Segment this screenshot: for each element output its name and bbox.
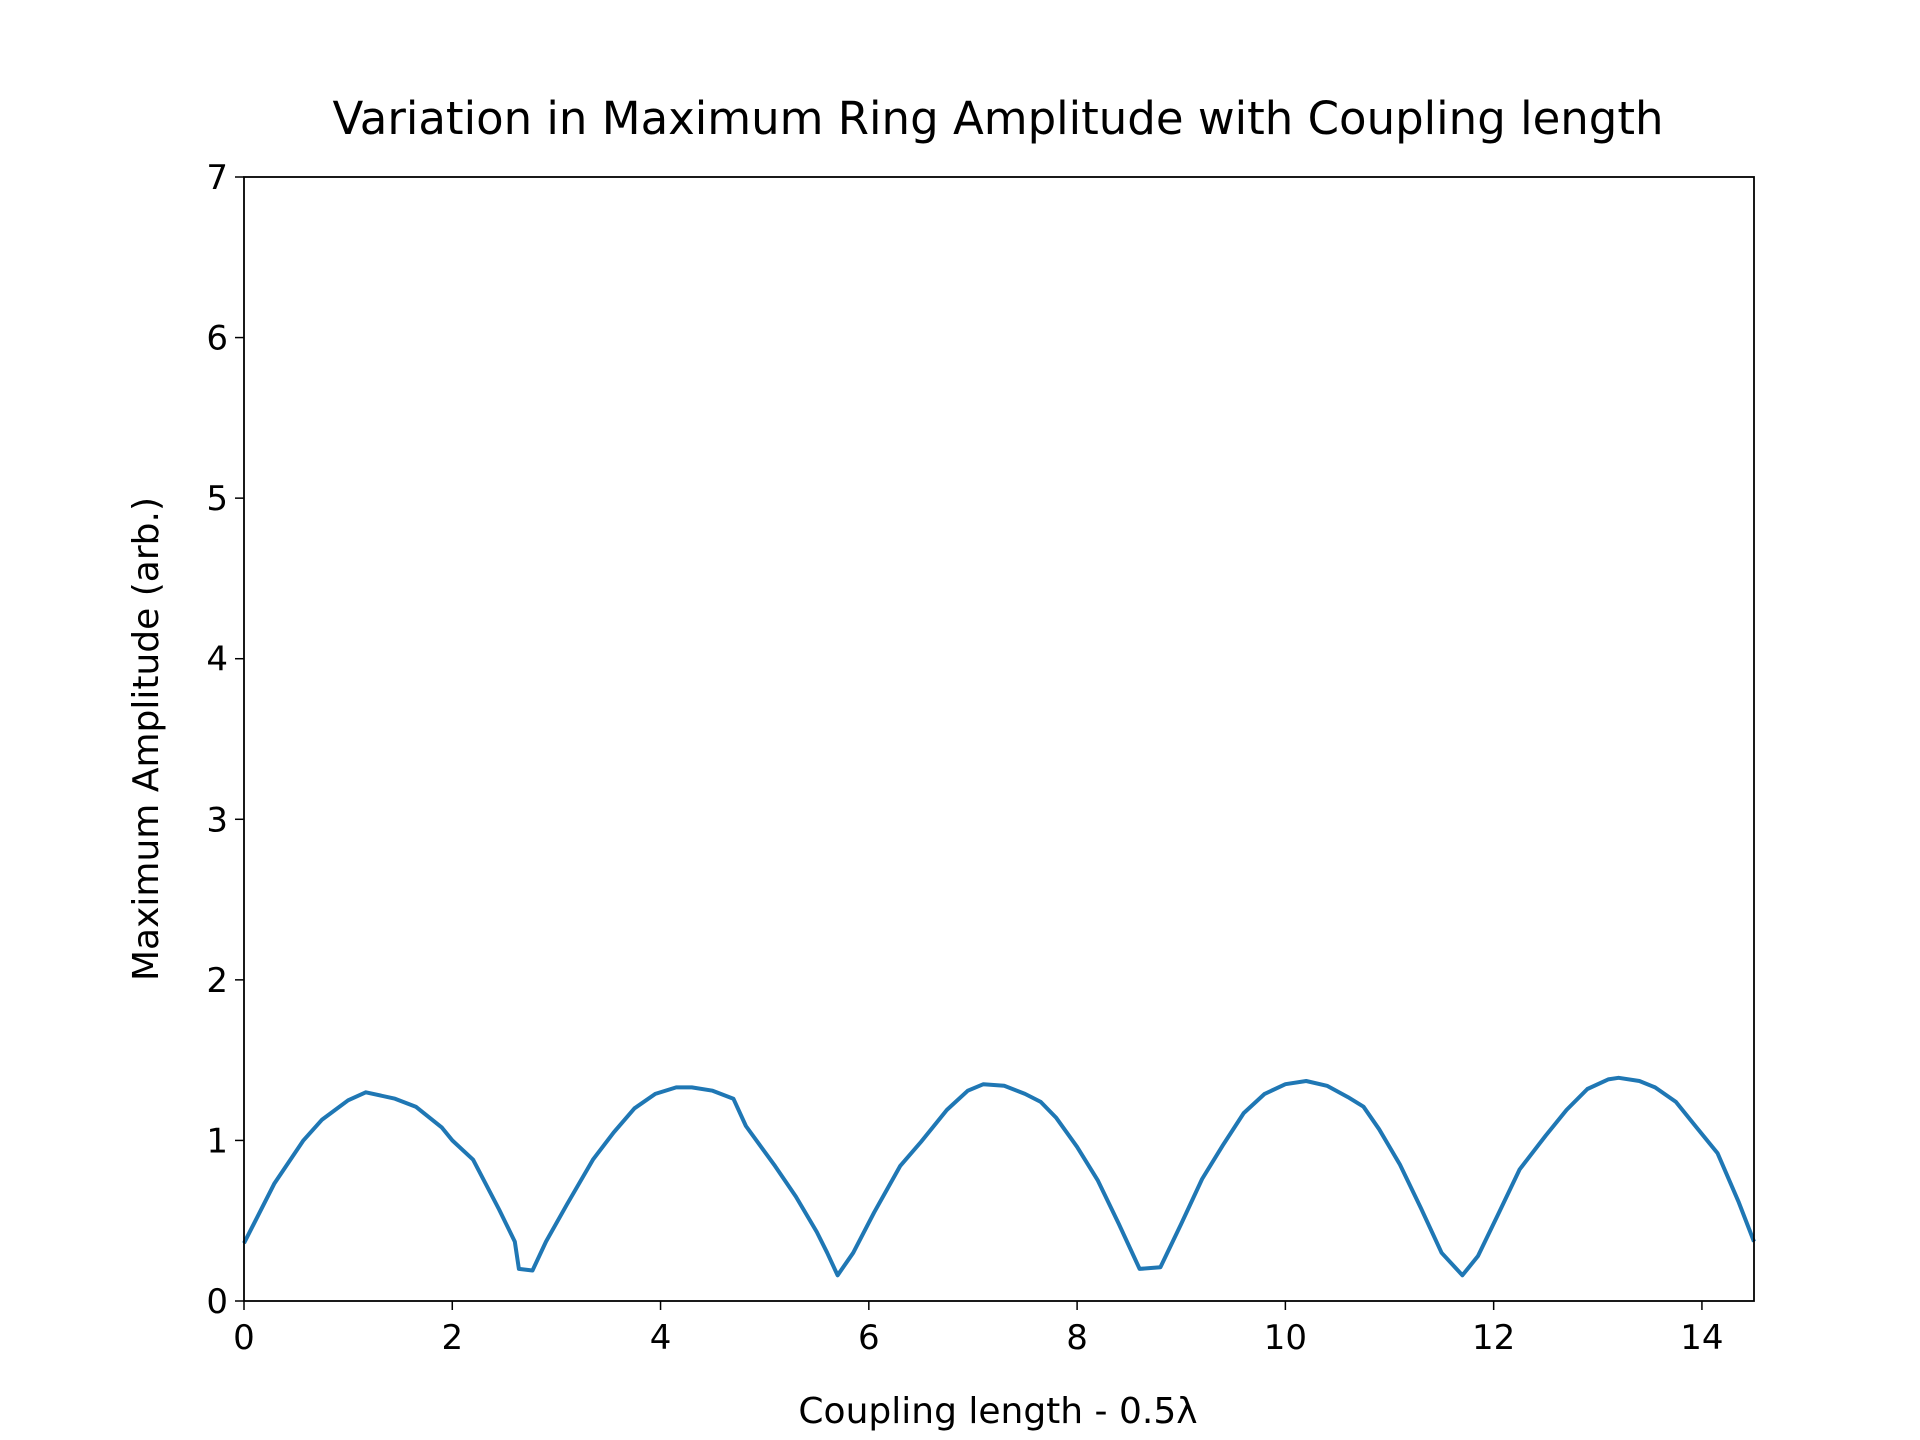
x-tick-label: 4 <box>650 1318 672 1358</box>
x-tick-label: 10 <box>1264 1318 1307 1358</box>
y-tick-label: 5 <box>206 479 228 519</box>
y-tick-label: 3 <box>206 800 228 840</box>
y-tick-label: 2 <box>206 961 228 1001</box>
x-tick-label: 0 <box>233 1318 255 1358</box>
x-tick-label: 2 <box>441 1318 463 1358</box>
y-tick-label: 7 <box>206 158 228 198</box>
x-axis-label: Coupling length - 0.5λ <box>798 1391 1197 1432</box>
y-axis-label: Maximum Amplitude (arb.) <box>126 497 167 981</box>
x-tick-label: 6 <box>858 1318 880 1358</box>
y-tick-label: 0 <box>206 1282 228 1322</box>
chart-title: Variation in Maximum Ring Amplitude with… <box>332 92 1663 145</box>
x-tick-label: 8 <box>1066 1318 1088 1358</box>
data-line <box>242 1075 1756 1278</box>
y-tick-label: 4 <box>206 640 228 680</box>
x-tick-label: 12 <box>1472 1318 1515 1358</box>
y-tick-label: 6 <box>206 319 228 359</box>
y-tick-label: 1 <box>206 1121 228 1161</box>
plot-frame <box>243 176 1755 1302</box>
x-tick-label: 14 <box>1680 1318 1723 1358</box>
